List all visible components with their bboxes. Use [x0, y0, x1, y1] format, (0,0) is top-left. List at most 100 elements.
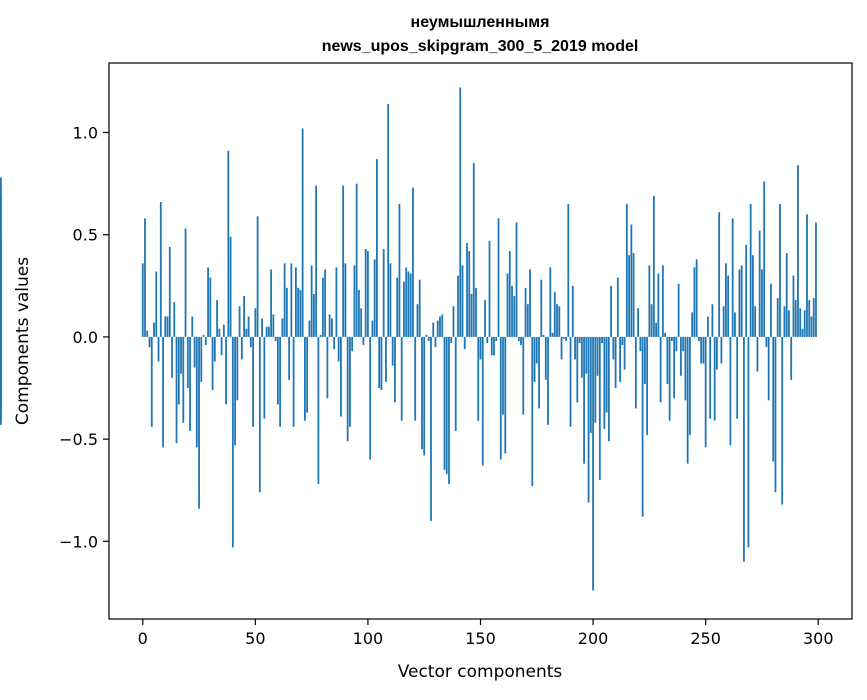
bar-283 [779, 204, 781, 337]
bar-69 [297, 287, 300, 337]
x-tick-label-6: 300 [803, 629, 834, 648]
bar-120 [412, 187, 414, 337]
bar-272 [754, 306, 757, 337]
bar-265 [738, 269, 741, 337]
bar-115 [400, 336, 403, 421]
bar-91 [346, 336, 349, 442]
bar-189 [567, 204, 570, 337]
bar-51 [256, 216, 259, 337]
bar-177 [540, 279, 543, 337]
bar-11 [166, 316, 169, 337]
bar-231 [661, 265, 664, 337]
bar-139 [454, 336, 457, 431]
bar-361 [0, 244, 2, 337]
bar-260 [727, 275, 730, 337]
bar-274 [758, 230, 761, 337]
bar-277 [765, 336, 768, 348]
bar-148 [475, 287, 477, 337]
bar-44 [240, 336, 243, 360]
bar-230 [659, 336, 662, 403]
bar-281 [774, 336, 777, 493]
y-tick-label-3: −0.5 [59, 430, 98, 449]
bar-254 [713, 336, 716, 421]
bar-157 [495, 336, 498, 341]
bar-286 [785, 253, 788, 337]
bar-110 [389, 263, 392, 337]
bar-251 [707, 316, 709, 337]
bar-202 [596, 336, 599, 376]
bar-117 [405, 267, 408, 337]
bar-1 [144, 218, 146, 337]
bar-129 [432, 322, 435, 337]
bar-164 [511, 285, 513, 337]
bar-195 [580, 336, 583, 378]
bar-156 [493, 336, 495, 356]
bar-101 [369, 336, 372, 460]
x-tick-label-1: 50 [245, 629, 265, 648]
bar-273 [756, 336, 759, 372]
bar-154 [488, 240, 491, 337]
bar-16 [177, 336, 180, 405]
bar-229 [657, 273, 660, 337]
bar-10 [164, 316, 167, 337]
x-tick-label-0: 0 [138, 629, 148, 648]
bar-250 [704, 336, 707, 448]
bar-6 [155, 271, 158, 337]
bar-235 [670, 336, 673, 341]
bar-141 [459, 87, 462, 337]
y-tick-label-4: −1.0 [59, 532, 98, 551]
bar-190 [569, 336, 572, 427]
bar-144 [466, 242, 468, 337]
bar-234 [668, 336, 671, 421]
bar-262 [731, 218, 734, 337]
bar-200 [592, 336, 594, 591]
bar-14 [173, 302, 176, 337]
y-tick-label-0: 1.0 [73, 124, 98, 143]
x-axis-label: Vector components [398, 662, 563, 682]
bar-275 [761, 269, 763, 337]
bar-116 [403, 281, 405, 337]
bar-36 [222, 324, 225, 337]
bar-282 [776, 298, 779, 337]
bar-257 [720, 336, 723, 364]
bar-113 [396, 277, 399, 337]
bar-294 [803, 310, 806, 337]
bar-68 [294, 267, 297, 337]
bar-178 [542, 334, 545, 337]
bar-232 [664, 332, 667, 337]
bar-276 [763, 181, 766, 337]
bar-166 [515, 222, 518, 337]
bar-168 [520, 336, 522, 346]
bar-95 [355, 183, 358, 337]
bar-34 [218, 328, 221, 337]
bar-210 [614, 336, 617, 389]
bar-348 [0, 336, 2, 374]
bar-171 [526, 304, 529, 337]
bar-176 [538, 336, 540, 409]
x-tick-label-4: 200 [578, 629, 609, 648]
bar-131 [436, 320, 439, 337]
bar-268 [745, 244, 748, 337]
bar-47 [247, 316, 250, 337]
bar-103 [373, 259, 376, 337]
bar-161 [504, 336, 507, 454]
bar-217 [630, 224, 633, 337]
bar-30 [209, 277, 212, 337]
bar-201 [594, 336, 597, 423]
bar-83 [328, 314, 331, 337]
bar-18 [182, 336, 185, 423]
bar-290 [794, 300, 797, 337]
bar-22 [191, 316, 194, 337]
bar-39 [229, 236, 232, 337]
bar-142 [461, 265, 464, 337]
bar-284 [781, 336, 784, 505]
bar-37 [225, 336, 227, 405]
bar-48 [249, 336, 252, 348]
bar-247 [698, 336, 700, 341]
bar-270 [749, 204, 752, 337]
bar-5 [153, 322, 155, 337]
bar-183 [553, 291, 556, 337]
bar-225 [648, 265, 651, 337]
bar-146 [470, 293, 473, 337]
bar-269 [747, 336, 750, 548]
